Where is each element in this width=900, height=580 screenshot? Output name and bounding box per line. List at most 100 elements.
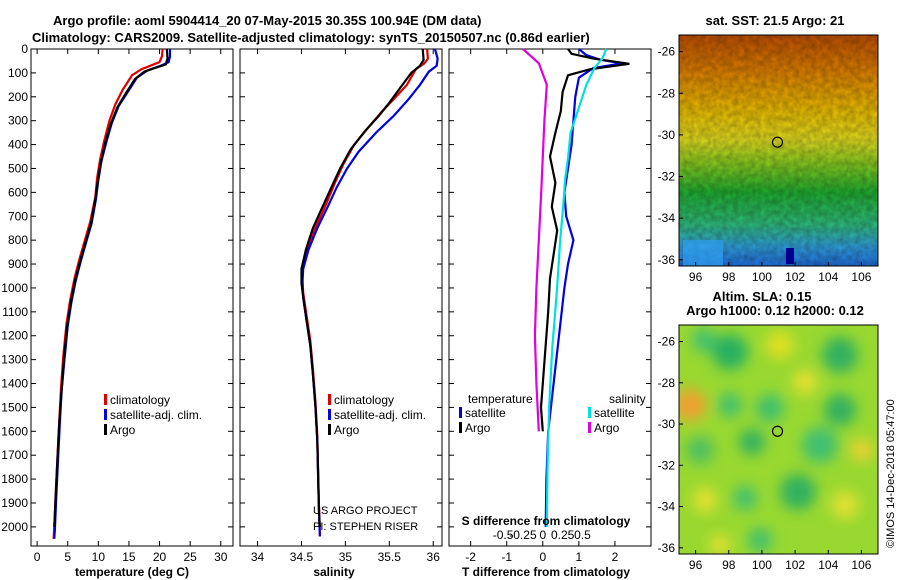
top-xtick-label: 0 [539, 528, 546, 542]
legend-entry: climatology [334, 393, 394, 407]
xtick-label: 35 [339, 550, 353, 564]
legend-entry: climatology [110, 393, 170, 407]
map-ytick-label: -32 [658, 458, 676, 472]
map-xtick-label: 98 [722, 270, 736, 284]
series-line-salinity-argo [522, 48, 548, 432]
legend-entry: satellite-adj. clim. [334, 408, 426, 422]
ytick-label: 200 [8, 90, 28, 104]
legend-entry: Argo [594, 421, 620, 435]
legend-swatch [328, 394, 331, 405]
legend-entry: satellite [594, 406, 635, 420]
top-xtick-label: -0.25 [509, 528, 537, 542]
ytick-label: 1400 [1, 377, 28, 391]
xtick-label: 20 [153, 550, 167, 564]
map-ytick-label: -32 [658, 170, 676, 184]
map-xtick-label: 104 [818, 558, 838, 572]
legend-entry: Argo [465, 421, 491, 435]
header-line-1: Argo profile: aoml 5904414_20 07-May-201… [53, 13, 482, 28]
legend-swatch [459, 422, 462, 433]
temperature-panel-frame [30, 48, 234, 547]
ytick-label: 1700 [1, 448, 28, 462]
map-ytick-label: -30 [658, 417, 676, 431]
ytick-label: 700 [8, 209, 28, 223]
ytick-label: 900 [8, 257, 28, 271]
legend-swatch [104, 424, 107, 435]
series-line-climatology [52, 48, 164, 539]
sla-map-axes: 96 98 100 102 104 106 -26 -28 -30 -32 -34 -36 [658, 335, 872, 572]
xtick-label: 30 [214, 550, 228, 564]
map-xtick-label: 96 [689, 558, 703, 572]
ytick-label: 100 [8, 66, 28, 80]
s-difference-xlabel: S difference from climatology [462, 514, 631, 528]
map-ytick-label: -28 [658, 86, 676, 100]
legend-swatch [459, 407, 462, 418]
map-xtick-label: 96 [689, 270, 703, 284]
map-xtick-label: 98 [722, 558, 736, 572]
map-ytick-label: -26 [658, 45, 676, 59]
header-line-2: Climatology: CARS2009. Satellite-adjuste… [32, 30, 590, 45]
ytick-label: 300 [8, 114, 28, 128]
legend-title-temperature: temperature [468, 392, 533, 406]
map-ytick-label: -26 [658, 335, 676, 349]
legend-swatch [588, 407, 591, 418]
salinity-xlabel: salinity [313, 565, 355, 579]
difference-panel-frame [448, 48, 652, 547]
map-ytick-label: -34 [658, 500, 676, 514]
map-ytick-label: -36 [658, 253, 676, 267]
ytick-label: 2000 [1, 520, 28, 534]
ytick-label: 1200 [1, 329, 28, 343]
argo-position-marker [771, 425, 784, 437]
legend-swatch [328, 409, 331, 420]
series-line-temperature-satellite [544, 48, 623, 527]
salinity-panel-frame [239, 48, 443, 547]
xtick-label: -2 [465, 550, 476, 564]
map-xtick-label: 102 [785, 270, 805, 284]
xtick-label: 34.5 [290, 550, 314, 564]
series-line-temperature-argo [539, 48, 630, 432]
ytick-label: 800 [8, 233, 28, 247]
salinity-plot: 34 34.5 35 35.5 36 climatologysatellite-adj. … [240, 48, 442, 564]
legend-entry: satellite-adj. clim. [110, 408, 202, 422]
map-xtick-label: 106 [851, 558, 871, 572]
ytick-label: 1600 [1, 424, 28, 438]
map-xtick-label: 104 [818, 270, 838, 284]
xtick-label: 34 [251, 550, 265, 564]
map-xtick-label: 106 [851, 270, 871, 284]
map-ytick-label: -30 [658, 128, 676, 142]
series-line-argo [300, 48, 425, 527]
sst-map-title: sat. SST: 21.5 Argo: 21 [706, 13, 845, 28]
map-ytick-label: -28 [658, 376, 676, 390]
series-line-climatology [301, 48, 430, 537]
map-ytick-label: -36 [658, 541, 676, 555]
series-line-satellite-adj-clim- [301, 48, 439, 537]
legend-entry: Argo [334, 423, 360, 437]
sla-map [678, 324, 879, 555]
ytick-label: 1900 [1, 496, 28, 510]
legend-swatch [104, 394, 107, 405]
xtick-label: -1 [501, 550, 512, 564]
map-xtick-label: 100 [752, 270, 772, 284]
xtick-label: 25 [183, 550, 197, 564]
legend-swatch [328, 424, 331, 435]
xtick-label: 0 [34, 550, 41, 564]
credit-project: US ARGO PROJECT [313, 505, 418, 517]
top-xtick-label: 0.25 [551, 528, 575, 542]
ytick-label: 0 [21, 42, 28, 56]
temperature-xlabel: temperature (deg C) [75, 565, 189, 579]
ytick-label: 1800 [1, 472, 28, 486]
legend-entry: Argo [110, 423, 136, 437]
series-line-argo [53, 48, 169, 527]
difference-plot: -2 -1 0 1 2 -0.5-0.25 0 0.25 0.5 temperature salin… [449, 48, 651, 564]
ytick-label: 400 [8, 138, 28, 152]
xtick-label: 35.5 [378, 550, 402, 564]
ytick-label: 1000 [1, 281, 28, 295]
xtick-label: 1 [576, 550, 583, 564]
sst-map [678, 34, 879, 267]
top-xtick-label: -0.5 [493, 528, 514, 542]
xtick-label: 2 [612, 550, 619, 564]
legend-title-salinity: salinity [609, 392, 646, 406]
sla-map-title: Altim. SLA: 0.15 [713, 289, 812, 304]
map-xtick-label: 100 [752, 558, 772, 572]
xtick-label: 15 [122, 550, 136, 564]
xtick-label: 5 [64, 550, 71, 564]
